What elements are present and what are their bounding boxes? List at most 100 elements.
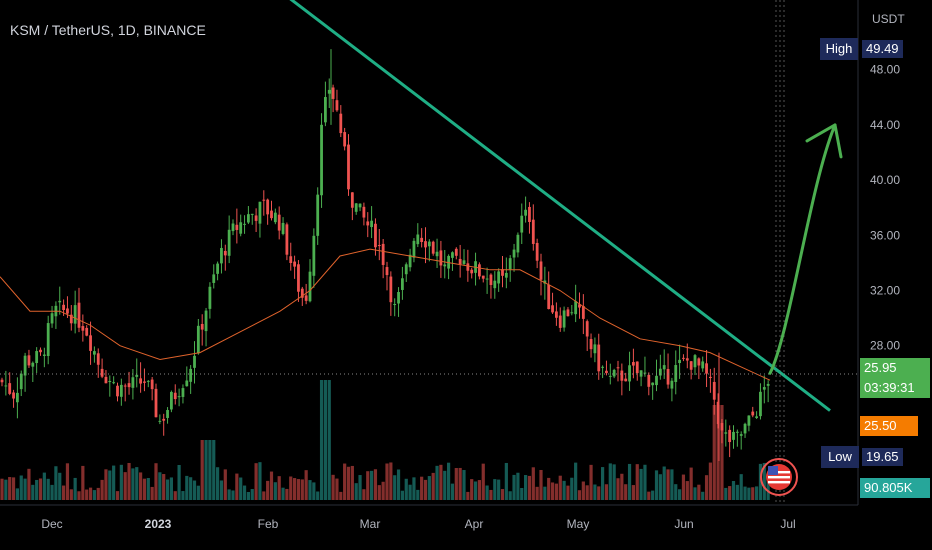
candle-body	[685, 358, 689, 361]
candle-body	[628, 365, 631, 382]
candle-body	[239, 222, 243, 234]
volume-bar	[146, 477, 150, 500]
candle-body	[331, 87, 335, 99]
candle-body	[162, 418, 166, 421]
candle-body	[562, 310, 566, 328]
arrow-head	[805, 123, 843, 159]
volume-bar	[219, 480, 224, 500]
volume-bar	[612, 464, 616, 500]
grid-layer	[775, 0, 785, 505]
volume-bar	[751, 487, 755, 500]
volume-bar	[31, 484, 35, 500]
candle-body	[250, 213, 254, 215]
volume-bar	[8, 477, 12, 500]
volume-bar	[477, 480, 481, 500]
candle-body	[593, 344, 597, 354]
volume-bar	[131, 468, 135, 500]
candle-body	[196, 325, 200, 354]
volume-bar	[731, 481, 736, 500]
candle-body	[62, 304, 65, 311]
volume-bar	[42, 472, 46, 500]
candle-body	[451, 252, 454, 258]
candle-body	[123, 385, 127, 387]
candle-body	[374, 223, 377, 248]
candle-body	[516, 234, 520, 253]
volume-bar	[231, 490, 235, 500]
candle-body	[689, 361, 693, 370]
volume-bar	[412, 477, 416, 500]
candle-body	[547, 284, 551, 310]
candle-body	[293, 261, 296, 267]
candle-body	[643, 372, 647, 374]
candles	[0, 49, 770, 461]
volume-bar	[500, 489, 505, 500]
volume-bar	[400, 490, 404, 500]
volume-bar	[192, 480, 197, 500]
volume-bar	[570, 477, 574, 500]
candle-body	[755, 416, 758, 418]
volume-bar	[115, 491, 120, 500]
candle-body	[735, 431, 739, 433]
candle-body	[304, 295, 308, 301]
candle-body	[150, 379, 154, 390]
candle-body	[478, 264, 481, 277]
high-label: High	[820, 38, 858, 60]
volume-bar	[173, 491, 177, 500]
volume-bar	[473, 481, 478, 500]
candle-body	[462, 260, 466, 264]
volume-bar	[489, 489, 493, 500]
candle-body	[166, 410, 169, 418]
volume-bar	[123, 472, 127, 500]
candle-body	[31, 362, 35, 367]
candle-body	[223, 250, 227, 256]
volume-bar	[362, 489, 366, 500]
candle-body	[131, 377, 135, 388]
volume-bar	[524, 475, 528, 500]
candle-body	[635, 361, 639, 374]
candle-body	[705, 363, 708, 374]
volume-bar	[558, 475, 562, 500]
candle-body	[751, 411, 755, 416]
candle-body	[424, 241, 427, 248]
volume-bar	[620, 473, 624, 500]
volume-bar	[19, 475, 23, 500]
candle-body	[724, 432, 728, 434]
candle-body	[701, 361, 705, 369]
candle-body	[127, 383, 131, 388]
volume-bar	[69, 489, 73, 500]
volume-bar	[431, 472, 435, 500]
volume-bar	[654, 470, 659, 500]
volume-bar	[704, 475, 709, 500]
candle-body	[612, 369, 616, 377]
price-tick-label: 28.00	[870, 339, 900, 353]
us-flag-logo-icon[interactable]	[760, 458, 798, 496]
volume-bar	[497, 479, 501, 500]
volume-bar	[319, 380, 324, 500]
volume-bar	[481, 463, 485, 500]
low-value-tag: 19.65	[862, 448, 903, 466]
candle-body	[358, 203, 362, 208]
volume-bar	[543, 486, 547, 500]
volume-bar	[520, 487, 524, 500]
candle-body	[154, 388, 158, 418]
candle-body	[581, 306, 585, 319]
volume-bar	[589, 464, 593, 500]
candle-body	[408, 254, 412, 268]
volume-bar	[212, 440, 216, 500]
volume-bar	[516, 472, 520, 500]
candle-body	[508, 258, 512, 270]
volume-bar	[739, 474, 743, 500]
volume-bar	[674, 484, 678, 500]
volume-bar	[608, 463, 612, 500]
candle-body	[531, 219, 535, 244]
candle-body	[762, 387, 766, 390]
candle-body	[481, 275, 485, 279]
volume-bar	[466, 491, 470, 500]
projection-arrow	[768, 123, 843, 375]
volume-bar	[454, 468, 458, 500]
candle-body	[605, 370, 608, 374]
candle-body	[539, 261, 543, 280]
candle-body	[458, 258, 462, 265]
volume-bar	[631, 485, 635, 500]
